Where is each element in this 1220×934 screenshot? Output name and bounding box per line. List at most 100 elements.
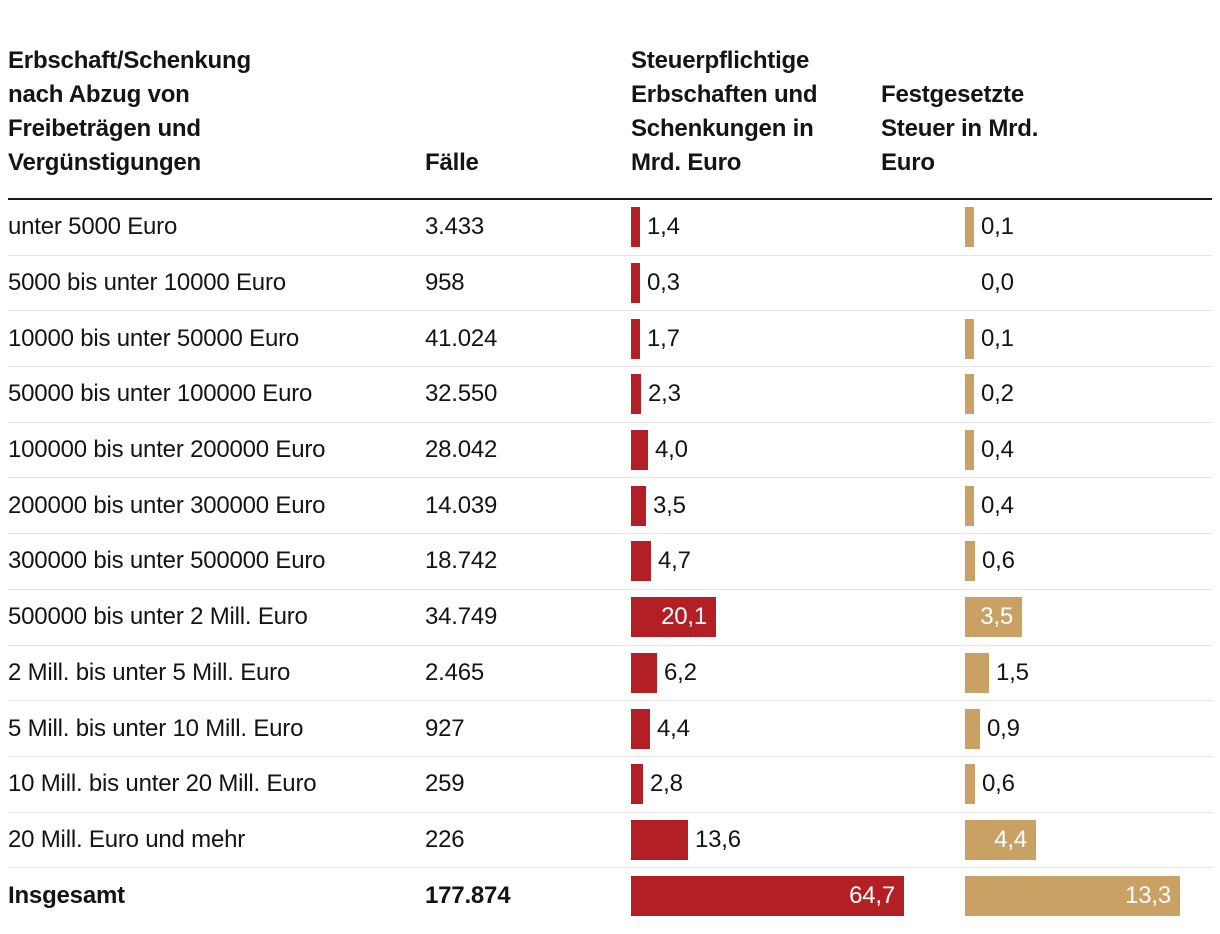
cases-value: 34.749 [425,603,498,631]
category-label: 5 Mill. bis unter 10 Mill. Euro [8,714,304,742]
tax-value: 0,1 [981,324,1014,352]
cases-value: 41.024 [425,324,498,352]
tax-bar-cell: 0,2 [965,367,1212,422]
taxable-value: 2,3 [648,380,681,408]
tax-bar [965,374,974,415]
tax-bar [965,764,975,805]
table-row: 50000 bis unter 100000 Euro 32.550 2,3 0… [8,367,1212,423]
taxable-bar-cell: 0,3 [631,256,965,311]
cases-value: 32.550 [425,380,498,408]
table-row: 2 Mill. bis unter 5 Mill. Euro 2.465 6,2… [8,646,1212,702]
tax-bar [965,318,974,359]
tax-value: 0,1 [981,213,1014,241]
taxable-bar-cell: 1,7 [631,311,965,366]
taxable-bar [631,485,646,526]
taxable-bar [631,374,641,415]
taxable-bar-cell: 3,5 [631,478,965,533]
tax-bar-cell: 13,3 [965,868,1212,924]
tax-bar [965,708,980,749]
table-row: Insgesamt 177.874 64,7 13,3 [8,868,1212,924]
table-header: Erbschaft/Schenkung nach Abzug von Freib… [8,0,1212,200]
tax-bar: 3,5 [965,597,1022,638]
tax-value: 13,3 [1125,882,1171,910]
category-label: 500000 bis unter 2 Mill. Euro [8,603,308,631]
tax-value: 3,5 [980,603,1013,631]
category-label: 2 Mill. bis unter 5 Mill. Euro [8,658,291,686]
taxable-bar-cell: 2,8 [631,757,965,812]
taxable-bar [631,764,643,805]
cases-value: 958 [425,269,465,297]
tax-bar-cell: 0,0 [965,256,1212,311]
tax-value: 0,6 [982,547,1015,575]
tax-bar [965,485,974,526]
tax-bar: 4,4 [965,819,1036,860]
category-label: 200000 bis unter 300000 Euro [8,491,326,519]
column-header-tax: Festgesetzte Steuer in Mrd. Euro [881,81,1039,176]
column-header-cases: Fälle [425,149,479,176]
taxable-bar [631,430,648,471]
taxable-value: 1,4 [647,213,680,241]
taxable-bar [631,318,640,359]
tax-bar-cell: 1,5 [965,646,1212,701]
tax-bar-cell: 0,6 [965,757,1212,812]
table-row: 200000 bis unter 300000 Euro 14.039 3,5 … [8,478,1212,535]
taxable-bar: 64,7 [631,876,904,917]
taxable-bar-cell: 2,3 [631,367,965,422]
tax-bar-cell: 4,4 [965,813,1212,868]
taxable-bar-cell: 64,7 [631,868,965,924]
tax-value: 0,4 [981,491,1014,519]
taxable-value: 2,8 [650,770,683,798]
taxable-value: 13,6 [695,825,741,853]
tax-bar-cell: 0,1 [965,311,1212,366]
taxable-value: 64,7 [849,882,895,910]
taxable-bar-cell: 4,0 [631,423,965,478]
taxable-value: 6,2 [664,658,697,686]
taxable-value: 20,1 [661,603,707,631]
cases-value: 28.042 [425,436,498,464]
tax-value: 0,6 [982,770,1015,798]
tax-value: 4,4 [994,825,1027,853]
column-header-taxable: Steuerpflichtige Erbschaften und Schenku… [631,47,818,176]
tax-value: 0,2 [981,380,1014,408]
taxable-bar: 20,1 [631,597,716,638]
category-label: 50000 bis unter 100000 Euro [8,380,313,408]
taxable-bar [631,652,657,693]
taxable-bar-cell: 4,7 [631,534,965,589]
tax-value: 0,4 [981,436,1014,464]
table-row: 300000 bis unter 500000 Euro 18.742 4,7 … [8,534,1212,590]
taxable-bar [631,263,640,304]
tax-bar [965,430,974,471]
cases-value: 2.465 [425,658,485,686]
taxable-bar [631,708,650,749]
taxable-bar [631,819,688,860]
table-row: 10 Mill. bis unter 20 Mill. Euro 259 2,8… [8,757,1212,813]
category-label: 5000 bis unter 10000 Euro [8,269,286,297]
column-header-category: Erbschaft/Schenkung nach Abzug von Freib… [8,47,251,176]
table-row: 20 Mill. Euro und mehr 226 13,6 4,4 [8,813,1212,869]
taxable-bar-cell: 6,2 [631,646,965,701]
table-row: 500000 bis unter 2 Mill. Euro 34.749 20,… [8,590,1212,646]
category-label: 10000 bis unter 50000 Euro [8,324,300,352]
taxable-bar [631,541,651,582]
tax-bar: 13,3 [965,876,1180,917]
cases-value: 14.039 [425,491,498,519]
taxable-value: 1,7 [647,324,680,352]
category-label: 20 Mill. Euro und mehr [8,825,246,853]
tax-bar-cell: 0,6 [965,534,1212,589]
cases-value: 18.742 [425,547,498,575]
category-label: unter 5000 Euro [8,213,178,241]
taxable-value: 3,5 [653,491,686,519]
tax-value: 1,5 [996,658,1029,686]
taxable-bar-cell: 4,4 [631,701,965,756]
tax-bar [965,541,975,582]
tax-bar-cell: 0,4 [965,423,1212,478]
taxable-bar [631,207,640,248]
cases-value: 259 [425,770,465,798]
tax-bar-cell: 0,4 [965,478,1212,533]
taxable-bar-cell: 20,1 [631,590,965,645]
taxable-value: 4,0 [655,436,688,464]
table-body: unter 5000 Euro 3.433 1,4 0,1 5000 bis u… [8,200,1212,924]
tax-value: 0,9 [987,714,1020,742]
table-row: 100000 bis unter 200000 Euro 28.042 4,0 … [8,423,1212,479]
